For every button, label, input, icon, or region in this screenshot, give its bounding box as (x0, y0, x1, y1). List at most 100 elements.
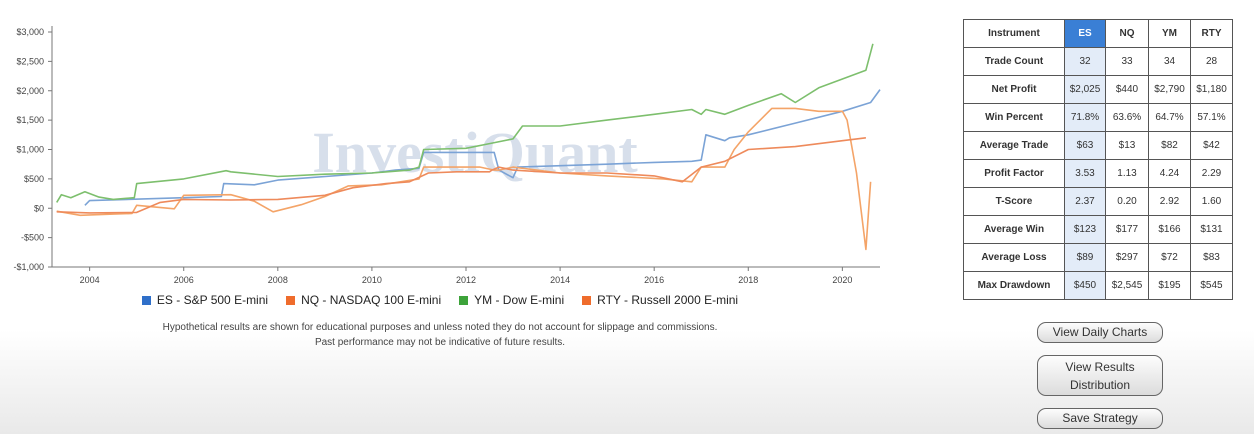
legend-item[interactable]: NQ - NASDAQ 100 E-mini (286, 293, 441, 307)
y-tick-label: $3,000 (16, 27, 44, 37)
legend-label: RTY - Russell 2000 E-mini (597, 293, 739, 307)
table-row: Profit Factor 3.53 1.13 4.24 2.29 (963, 159, 1233, 188)
x-tick-label: 2016 (644, 275, 664, 285)
table-cell: $123 (1064, 215, 1106, 244)
y-tick-label: -$1,000 (13, 262, 44, 272)
row-label: Average Loss (963, 243, 1065, 272)
table-cell: $440 (1105, 75, 1149, 104)
chart-series-layer (56, 43, 881, 251)
table-cell: $83 (1190, 243, 1233, 272)
row-label: Profit Factor (963, 159, 1065, 188)
view-daily-charts-button[interactable]: View Daily Charts (1037, 322, 1163, 343)
table-cell: 1.60 (1190, 187, 1233, 216)
x-tick-label: 2014 (550, 275, 570, 285)
table-row: Max Drawdown $450 $2,545 $195 $545 (963, 271, 1233, 300)
table-cell: $42 (1190, 131, 1233, 160)
view-results-distribution-button[interactable]: View Results Distribution (1037, 355, 1163, 396)
instrument-stats-table: Instrument ES NQ YM RTY Trade Count 32 33 3… (963, 19, 1233, 300)
table-cell: 71.8% (1064, 103, 1106, 132)
table-row: Average Trade $63 $13 $82 $42 (963, 131, 1233, 160)
legend-swatch (141, 295, 151, 305)
table-cell: 64.7% (1148, 103, 1191, 132)
legend-swatch (286, 295, 296, 305)
disclaimer-line-2: Past performance may not be indicative o… (314, 337, 566, 348)
series-line (56, 107, 872, 251)
series-line (84, 89, 881, 206)
table-cell: $72 (1148, 243, 1191, 272)
row-label: Trade Count (963, 47, 1065, 76)
table-row: Net Profit $2,025 $440 $2,790 $1,180 (963, 75, 1233, 104)
table-cell: $177 (1105, 215, 1149, 244)
row-label: T-Score (963, 187, 1065, 216)
table-row: Trade Count 32 33 34 28 (963, 47, 1233, 76)
disclaimer-line-1: Hypothetical results are shown for educa… (162, 322, 718, 333)
legend-swatch (459, 295, 469, 305)
table-cell: 34 (1148, 47, 1191, 76)
table-cell: $2,790 (1148, 75, 1191, 104)
disclaimer: Hypothetical results are shown for educa… (0, 320, 880, 350)
table-cell: $82 (1148, 131, 1191, 160)
table-cell: $2,025 (1064, 75, 1106, 104)
row-label: Win Percent (963, 103, 1065, 132)
table-cell: 28 (1190, 47, 1233, 76)
table-row: Average Loss $89 $297 $72 $83 (963, 243, 1233, 272)
header-es[interactable]: ES (1064, 19, 1106, 48)
equity-chart: InvestiQuant $3,000$2,500$2,000$1,500$1,… (13, 26, 881, 285)
save-strategy-button[interactable]: Save Strategy (1037, 408, 1163, 429)
table-cell: 57.1% (1190, 103, 1233, 132)
chart-legend: ES - S&P 500 E-mini NQ - NASDAQ 100 E-min… (0, 293, 880, 307)
table-cell: $89 (1064, 243, 1106, 272)
table-header-row: Instrument ES NQ YM RTY (963, 19, 1233, 48)
y-tick-label: $0 (34, 203, 44, 213)
x-tick-label: 2012 (456, 275, 476, 285)
legend-item[interactable]: ES - S&P 500 E-mini (141, 293, 268, 307)
header-rty[interactable]: RTY (1190, 19, 1233, 48)
y-tick-label: $1,000 (16, 145, 44, 155)
x-tick-label: 2020 (832, 275, 852, 285)
row-label: Net Profit (963, 75, 1065, 104)
x-tick-label: 2004 (80, 275, 100, 285)
table-cell: $2,545 (1105, 271, 1149, 300)
legend-item[interactable]: RTY - Russell 2000 E-mini (582, 293, 738, 307)
view-results-label-line-1: View Results (1065, 360, 1135, 374)
chart-axes: $3,000 $2,500 $2,000 $1,500 $1,000 $500 $0 -$50… (13, 26, 880, 285)
legend-item[interactable]: YM - Dow E-mini (459, 293, 564, 307)
y-tick-label: -$500 (21, 233, 44, 243)
table-cell: $1,180 (1190, 75, 1233, 104)
table-cell: 1.13 (1105, 159, 1149, 188)
x-tick-label: 2010 (362, 275, 382, 285)
header-instrument: Instrument (963, 19, 1065, 48)
header-nq[interactable]: NQ (1105, 19, 1149, 48)
header-ym[interactable]: YM (1148, 19, 1191, 48)
table-cell: 33 (1105, 47, 1149, 76)
table-cell: $166 (1148, 215, 1191, 244)
x-tick-label: 2006 (174, 275, 194, 285)
y-tick-label: $1,500 (16, 115, 44, 125)
table-cell: $545 (1190, 271, 1233, 300)
table-cell: $297 (1105, 243, 1149, 272)
x-tick-label: 2008 (268, 275, 288, 285)
table-cell: $450 (1064, 271, 1106, 300)
table-cell: 2.37 (1064, 187, 1106, 216)
view-results-label-line-2: Distribution (1069, 378, 1131, 392)
series-line (56, 137, 866, 214)
table-cell: $195 (1148, 271, 1191, 300)
row-label: Average Win (963, 215, 1065, 244)
table-cell: $131 (1190, 215, 1233, 244)
table-cell: 2.29 (1190, 159, 1233, 188)
legend-label: YM - Dow E-mini (474, 293, 565, 307)
table-cell: $63 (1064, 131, 1106, 160)
row-label: Average Trade (963, 131, 1065, 160)
table-cell: 4.24 (1148, 159, 1191, 188)
table-row: Average Win $123 $177 $166 $131 (963, 215, 1233, 244)
y-tick-label: $2,000 (16, 86, 44, 96)
table-cell: 3.53 (1064, 159, 1106, 188)
table-row: Win Percent 71.8% 63.6% 64.7% 57.1% (963, 103, 1233, 132)
row-label: Max Drawdown (963, 271, 1065, 300)
table-row: T-Score 2.37 0.20 2.92 1.60 (963, 187, 1233, 216)
legend-swatch (582, 295, 592, 305)
y-tick-label: $500 (24, 174, 44, 184)
x-tick-label: 2018 (738, 275, 758, 285)
table-cell: 32 (1064, 47, 1106, 76)
table-cell: 2.92 (1148, 187, 1191, 216)
